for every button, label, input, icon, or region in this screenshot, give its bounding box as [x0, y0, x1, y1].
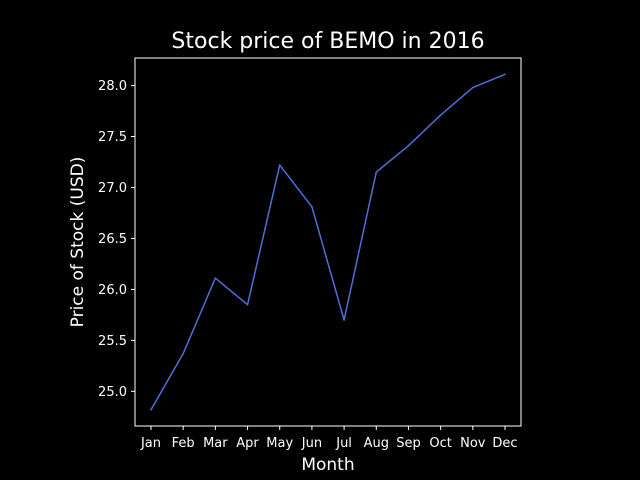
y-tick-label: 28.0 — [98, 79, 127, 94]
data-point — [407, 144, 410, 147]
y-tick-label: 26.0 — [98, 283, 127, 298]
chart-title: Stock price of BEMO in 2016 — [171, 29, 484, 54]
x-tick-label: Nov — [460, 436, 486, 451]
data-point — [375, 171, 378, 173]
data-point — [343, 319, 345, 321]
data-point — [214, 277, 217, 279]
x-tick-label: Mar — [203, 436, 228, 451]
series-layer — [150, 73, 506, 411]
y-tick-label: 25.0 — [98, 385, 127, 400]
data-point — [150, 408, 152, 411]
data-point — [278, 164, 281, 166]
x-tick-label: Jan — [140, 436, 161, 451]
series-line — [150, 73, 506, 411]
y-tick-label: 25.5 — [98, 334, 127, 349]
x-tick-label: Dec — [492, 436, 517, 451]
y-axis: 25.0 25.5 26.0 26.5 27.0 27.5 28.0 — [98, 79, 135, 400]
x-tick-label: Jun — [301, 436, 322, 451]
data-point — [472, 86, 474, 89]
data-point — [182, 352, 184, 355]
y-tick-label: 27.5 — [98, 130, 127, 145]
x-axis: Jan Feb Mar Apr May Jun Jul Aug Sep Oct Nov Dec — [140, 426, 518, 451]
x-tick-label: Jul — [335, 436, 352, 451]
x-tick-label: Oct — [429, 436, 451, 451]
x-tick-label: May — [266, 436, 293, 451]
x-tick-label: Aug — [364, 436, 389, 451]
x-tick-label: Apr — [236, 436, 259, 451]
data-point — [504, 73, 506, 76]
y-axis-label: Price of Stock (USD) — [68, 157, 88, 328]
data-point — [311, 206, 313, 208]
data-point — [246, 303, 249, 306]
y-tick-label: 26.5 — [98, 232, 127, 247]
x-axis-label: Month — [301, 455, 354, 475]
x-tick-label: Feb — [172, 436, 195, 451]
y-tick-label: 27.0 — [98, 181, 127, 196]
plot-area-frame — [134, 57, 522, 427]
x-tick-label: Sep — [396, 436, 421, 451]
data-point — [439, 114, 442, 116]
